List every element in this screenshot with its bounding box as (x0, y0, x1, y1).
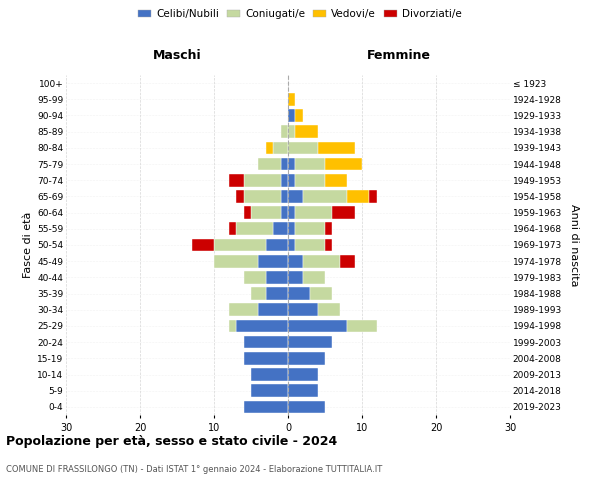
Bar (229, 304, 259, 316)
Bar (288, 255, 303, 268)
Bar (192, 238, 214, 252)
Bar (288, 288, 310, 300)
Bar (370, 190, 377, 202)
Bar (266, 271, 288, 283)
Bar (288, 400, 325, 413)
Bar (347, 320, 377, 332)
Bar (317, 304, 340, 316)
Y-axis label: Fasce di età: Fasce di età (23, 212, 33, 278)
Bar (244, 400, 288, 413)
Bar (244, 190, 281, 202)
Bar (288, 206, 295, 219)
Bar (288, 109, 295, 122)
Bar (295, 109, 303, 122)
Bar (251, 206, 281, 219)
Bar (303, 271, 325, 283)
Bar (281, 174, 288, 186)
Bar (281, 206, 288, 219)
Bar (281, 158, 288, 170)
Bar (288, 142, 317, 154)
Bar (347, 190, 370, 202)
Bar (303, 255, 340, 268)
Bar (288, 93, 295, 106)
Bar (236, 222, 273, 235)
Bar (244, 336, 288, 348)
Bar (251, 368, 288, 381)
Bar (317, 142, 355, 154)
Bar (303, 190, 347, 202)
Bar (259, 158, 281, 170)
Bar (295, 222, 325, 235)
Legend: Celibi/Nubili, Coniugati/e, Vedovi/e, Divorziati/e: Celibi/Nubili, Coniugati/e, Vedovi/e, Di… (134, 5, 466, 24)
Bar (288, 222, 295, 235)
Bar (288, 304, 317, 316)
Bar (295, 206, 332, 219)
Bar (266, 238, 288, 252)
Bar (251, 288, 266, 300)
Bar (340, 255, 355, 268)
Bar (281, 126, 288, 138)
Bar (295, 126, 317, 138)
Bar (288, 271, 303, 283)
Text: COMUNE DI FRASSILONGO (TN) - Dati ISTAT 1° gennaio 2024 - Elaborazione TUTTITALI: COMUNE DI FRASSILONGO (TN) - Dati ISTAT … (6, 465, 382, 474)
Bar (229, 320, 236, 332)
Bar (288, 190, 303, 202)
Bar (325, 238, 332, 252)
Bar (273, 222, 288, 235)
Bar (273, 142, 288, 154)
Bar (288, 384, 317, 397)
Bar (310, 288, 332, 300)
Bar (332, 206, 355, 219)
Bar (266, 288, 288, 300)
Bar (244, 174, 281, 186)
Bar (229, 222, 236, 235)
Bar (214, 255, 259, 268)
Bar (236, 190, 244, 202)
Bar (244, 352, 288, 364)
Bar (288, 336, 332, 348)
Bar (288, 352, 325, 364)
Bar (288, 126, 295, 138)
Bar (288, 320, 347, 332)
Bar (295, 174, 325, 186)
Bar (251, 384, 288, 397)
Bar (259, 255, 288, 268)
Text: Femmine: Femmine (367, 49, 431, 62)
Bar (229, 174, 244, 186)
Bar (244, 206, 251, 219)
Bar (281, 190, 288, 202)
Bar (244, 271, 266, 283)
Bar (236, 320, 288, 332)
Bar (266, 142, 273, 154)
Text: Maschi: Maschi (152, 49, 202, 62)
Bar (288, 368, 317, 381)
Bar (288, 238, 295, 252)
Text: Popolazione per età, sesso e stato civile - 2024: Popolazione per età, sesso e stato civil… (6, 435, 337, 448)
Bar (325, 158, 362, 170)
Bar (214, 238, 266, 252)
Bar (325, 222, 332, 235)
Bar (295, 238, 325, 252)
Bar (288, 158, 295, 170)
Bar (259, 304, 288, 316)
Y-axis label: Anni di nascita: Anni di nascita (569, 204, 578, 286)
Bar (325, 174, 347, 186)
Bar (295, 158, 325, 170)
Bar (288, 174, 295, 186)
